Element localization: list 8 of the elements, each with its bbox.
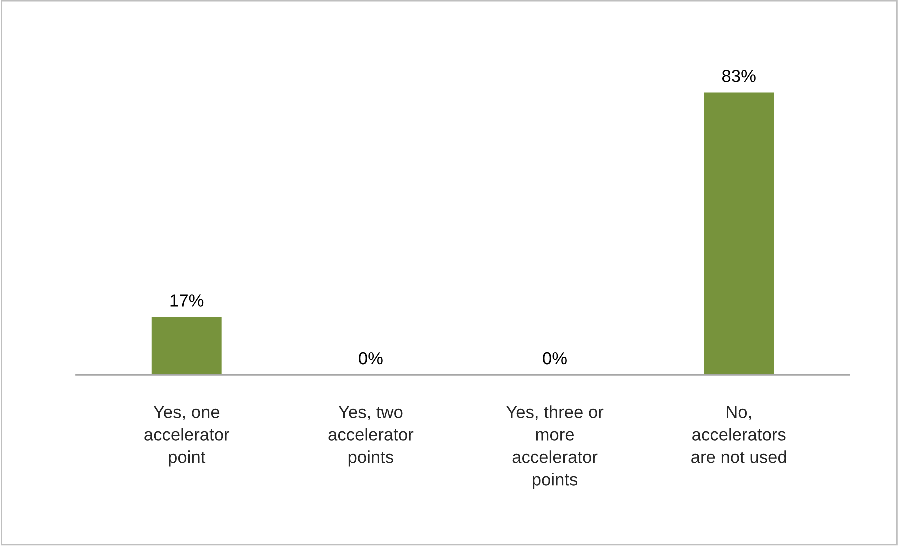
data-label: 0% (359, 352, 383, 365)
data-label: 17% (170, 294, 204, 307)
x-tick-label: Yes, three or more accelerator points (506, 406, 604, 490)
x-tick-label: Yes, one accelerator point (144, 406, 230, 467)
data-label: 83% (722, 70, 756, 82)
x-tick-label: No, accelerators are not used (692, 406, 786, 464)
x-tick-label: Yes, two accelerator points (328, 406, 414, 467)
data-label: 0% (543, 352, 567, 365)
